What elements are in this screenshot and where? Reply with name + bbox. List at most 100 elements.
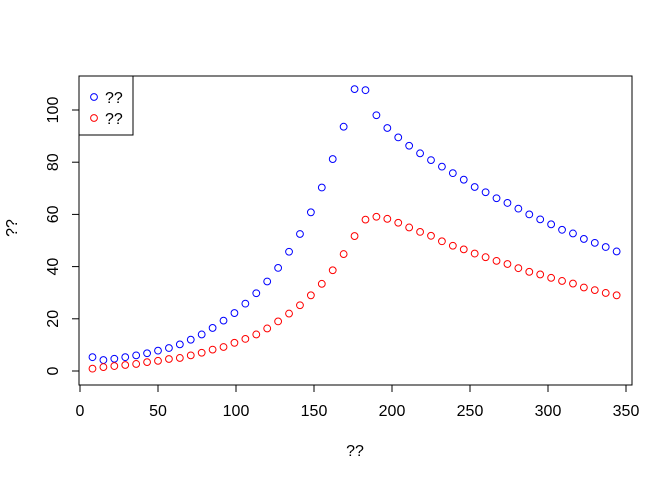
data-point bbox=[427, 231, 435, 240]
data-point bbox=[503, 260, 512, 268]
series-1 bbox=[88, 85, 621, 364]
data-point bbox=[601, 289, 610, 297]
x-tick-label: 100 bbox=[223, 403, 250, 420]
x-tick-label: 250 bbox=[457, 403, 484, 420]
data-point bbox=[132, 351, 141, 360]
data-point bbox=[306, 291, 315, 300]
data-point bbox=[438, 162, 446, 171]
data-point bbox=[186, 351, 195, 360]
data-point bbox=[448, 241, 457, 250]
data-point bbox=[514, 204, 523, 213]
data-point bbox=[394, 133, 403, 142]
x-tick-label: 300 bbox=[535, 403, 562, 420]
plot-border bbox=[78, 75, 633, 386]
data-point bbox=[274, 317, 283, 326]
data-point bbox=[383, 214, 392, 223]
data-point bbox=[372, 212, 381, 221]
data-point bbox=[230, 309, 239, 317]
data-point bbox=[492, 256, 501, 265]
data-point bbox=[448, 169, 457, 178]
legend-box bbox=[78, 75, 134, 136]
data-point bbox=[427, 156, 435, 165]
data-point bbox=[154, 346, 162, 355]
data-point bbox=[263, 324, 272, 333]
data-point bbox=[569, 229, 577, 238]
data-point bbox=[241, 334, 250, 343]
data-points bbox=[88, 85, 621, 373]
legend-marker bbox=[90, 114, 98, 122]
x-tick-label: 200 bbox=[379, 403, 406, 420]
data-point bbox=[536, 215, 545, 224]
y-tick-label: 0 bbox=[45, 366, 62, 375]
data-point bbox=[274, 264, 283, 272]
plot-frame bbox=[78, 75, 633, 386]
data-point bbox=[110, 354, 119, 363]
data-point bbox=[132, 360, 141, 368]
data-point bbox=[590, 238, 599, 247]
data-point bbox=[99, 363, 108, 371]
x-tick-label: 150 bbox=[301, 403, 328, 420]
data-point bbox=[339, 122, 348, 131]
y-tick-label: 100 bbox=[45, 97, 62, 124]
data-point bbox=[230, 338, 239, 347]
data-point bbox=[296, 301, 304, 310]
data-point bbox=[459, 175, 468, 184]
data-point bbox=[612, 291, 621, 300]
data-point bbox=[208, 324, 217, 332]
data-point bbox=[175, 354, 184, 362]
data-point bbox=[219, 343, 228, 351]
data-point bbox=[569, 279, 577, 288]
data-point bbox=[405, 141, 414, 150]
data-point bbox=[383, 124, 392, 132]
series-2 bbox=[88, 212, 621, 373]
data-point bbox=[165, 344, 173, 352]
data-point bbox=[252, 330, 261, 339]
data-point bbox=[88, 364, 97, 373]
data-point bbox=[186, 335, 195, 344]
data-point bbox=[470, 183, 479, 191]
data-point bbox=[536, 270, 545, 279]
data-point bbox=[481, 253, 490, 262]
y-axis: 0 20 40 60 80 100 bbox=[45, 97, 80, 375]
y-tick-label: 60 bbox=[45, 205, 62, 223]
data-point bbox=[143, 349, 151, 358]
data-point bbox=[579, 283, 588, 292]
data-point bbox=[525, 210, 534, 219]
data-point bbox=[558, 277, 566, 285]
data-point bbox=[99, 356, 108, 364]
data-point bbox=[547, 220, 556, 229]
data-point bbox=[208, 345, 217, 354]
data-point bbox=[612, 247, 621, 256]
data-point bbox=[317, 279, 326, 288]
data-point bbox=[317, 183, 326, 192]
legend-marker bbox=[90, 93, 98, 101]
data-point bbox=[525, 267, 534, 276]
data-point bbox=[285, 309, 293, 318]
data-point bbox=[88, 353, 97, 362]
data-point bbox=[350, 232, 359, 240]
legend-label: ?? bbox=[105, 111, 123, 128]
data-point bbox=[328, 266, 337, 275]
data-point bbox=[470, 249, 479, 258]
x-tick-label: 50 bbox=[149, 403, 167, 420]
data-point bbox=[263, 277, 272, 286]
x-tick-label: 350 bbox=[613, 403, 640, 420]
legend-label: ?? bbox=[105, 90, 123, 107]
data-point bbox=[416, 227, 424, 236]
data-point bbox=[514, 264, 523, 273]
y-tick-label: 40 bbox=[45, 258, 62, 276]
data-point bbox=[328, 155, 337, 163]
data-point bbox=[241, 299, 250, 308]
data-point bbox=[601, 243, 610, 251]
y-axis-label: ?? bbox=[4, 219, 21, 237]
data-point bbox=[121, 353, 130, 362]
data-point bbox=[459, 245, 468, 254]
data-point bbox=[503, 199, 512, 207]
x-axis: 0 50 100 150 200 250 300 350 bbox=[76, 384, 640, 420]
data-point bbox=[175, 340, 184, 349]
data-point bbox=[350, 85, 359, 94]
data-point bbox=[394, 218, 403, 227]
data-point bbox=[372, 111, 381, 120]
data-point bbox=[110, 362, 119, 370]
